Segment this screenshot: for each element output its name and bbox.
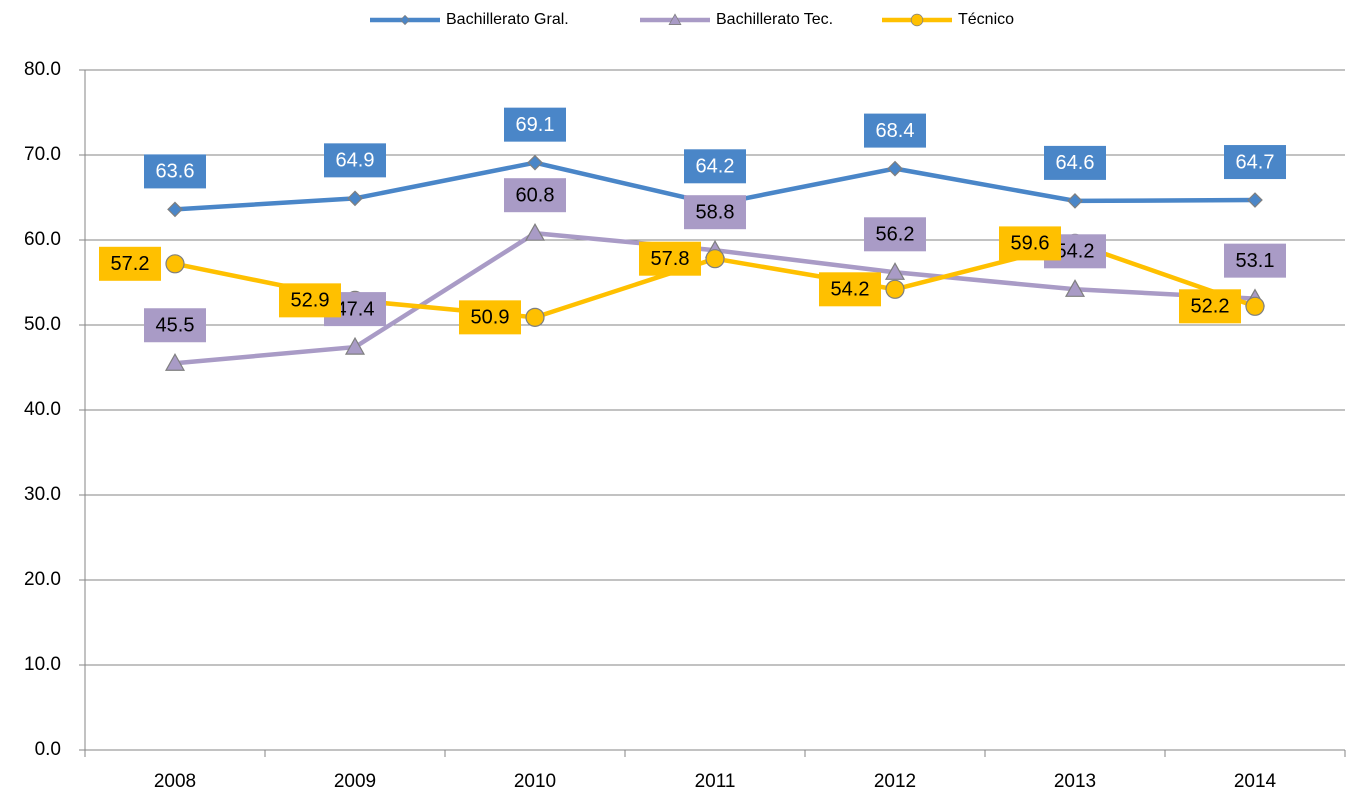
data-point	[168, 202, 182, 216]
data-label: 63.6	[156, 161, 195, 183]
data-point	[1248, 193, 1262, 207]
page: {"chart_data": {"type": "line", "categor…	[0, 0, 1354, 798]
data-label: 64.7	[1236, 151, 1275, 173]
data-point	[888, 162, 902, 176]
data-label: 64.6	[1056, 152, 1095, 174]
data-label: 59.6	[1011, 233, 1050, 255]
y-tick-label: 70.0	[24, 144, 61, 165]
x-tick-label: 2014	[1234, 771, 1277, 792]
data-point	[1068, 194, 1082, 208]
data-point	[886, 280, 904, 298]
data-label: 47.4	[336, 298, 375, 320]
x-tick-label: 2013	[1054, 771, 1096, 792]
data-label: 60.8	[516, 184, 555, 206]
y-tick-label: 40.0	[24, 399, 61, 420]
data-label: 58.8	[696, 201, 735, 223]
x-tick-label: 2011	[695, 771, 736, 792]
data-label: 64.9	[336, 150, 375, 172]
y-tick-label: 0.0	[35, 739, 61, 760]
y-tick-label: 80.0	[24, 59, 61, 80]
y-tick-label: 10.0	[24, 654, 61, 675]
legend-label: Técnico	[958, 11, 1014, 28]
data-point	[1246, 297, 1264, 315]
x-tick-label: 2009	[334, 771, 376, 792]
y-tick-label: 30.0	[24, 484, 61, 505]
data-label: 45.5	[156, 315, 195, 337]
x-tick-label: 2010	[514, 771, 556, 792]
data-point	[166, 255, 184, 273]
data-label: 53.1	[1236, 250, 1275, 272]
data-label: 56.2	[876, 224, 915, 246]
data-label: 57.8	[651, 248, 690, 270]
data-label: 54.2	[1056, 241, 1095, 263]
legend-label: Bachillerato Gral.	[446, 11, 569, 28]
data-label: 64.2	[696, 156, 735, 178]
y-tick-label: 20.0	[24, 569, 61, 590]
data-label: 54.2	[831, 279, 870, 301]
legend-marker	[911, 14, 923, 26]
x-tick-label: 2008	[154, 771, 196, 792]
y-tick-label: 60.0	[24, 229, 61, 250]
chart: 0.0 10.0 20.0 30.0 40.0 50.0 60.0 70.0 80.0 2008 2…	[0, 0, 1354, 798]
data-label: 68.4	[876, 120, 915, 142]
data-label: 52.9	[291, 290, 330, 312]
data-label: 57.2	[111, 253, 150, 275]
data-label: 69.1	[516, 114, 555, 136]
y-tick-label: 50.0	[24, 314, 61, 335]
legend-label: Bachillerato Tec.	[716, 11, 833, 28]
legend-marker	[400, 15, 409, 24]
data-label: 52.2	[1191, 296, 1230, 318]
data-point	[706, 250, 724, 268]
x-tick-label: 2012	[874, 771, 916, 792]
data-point	[526, 308, 544, 326]
data-point	[348, 191, 362, 205]
data-point	[528, 156, 542, 170]
data-label: 50.9	[471, 307, 510, 329]
